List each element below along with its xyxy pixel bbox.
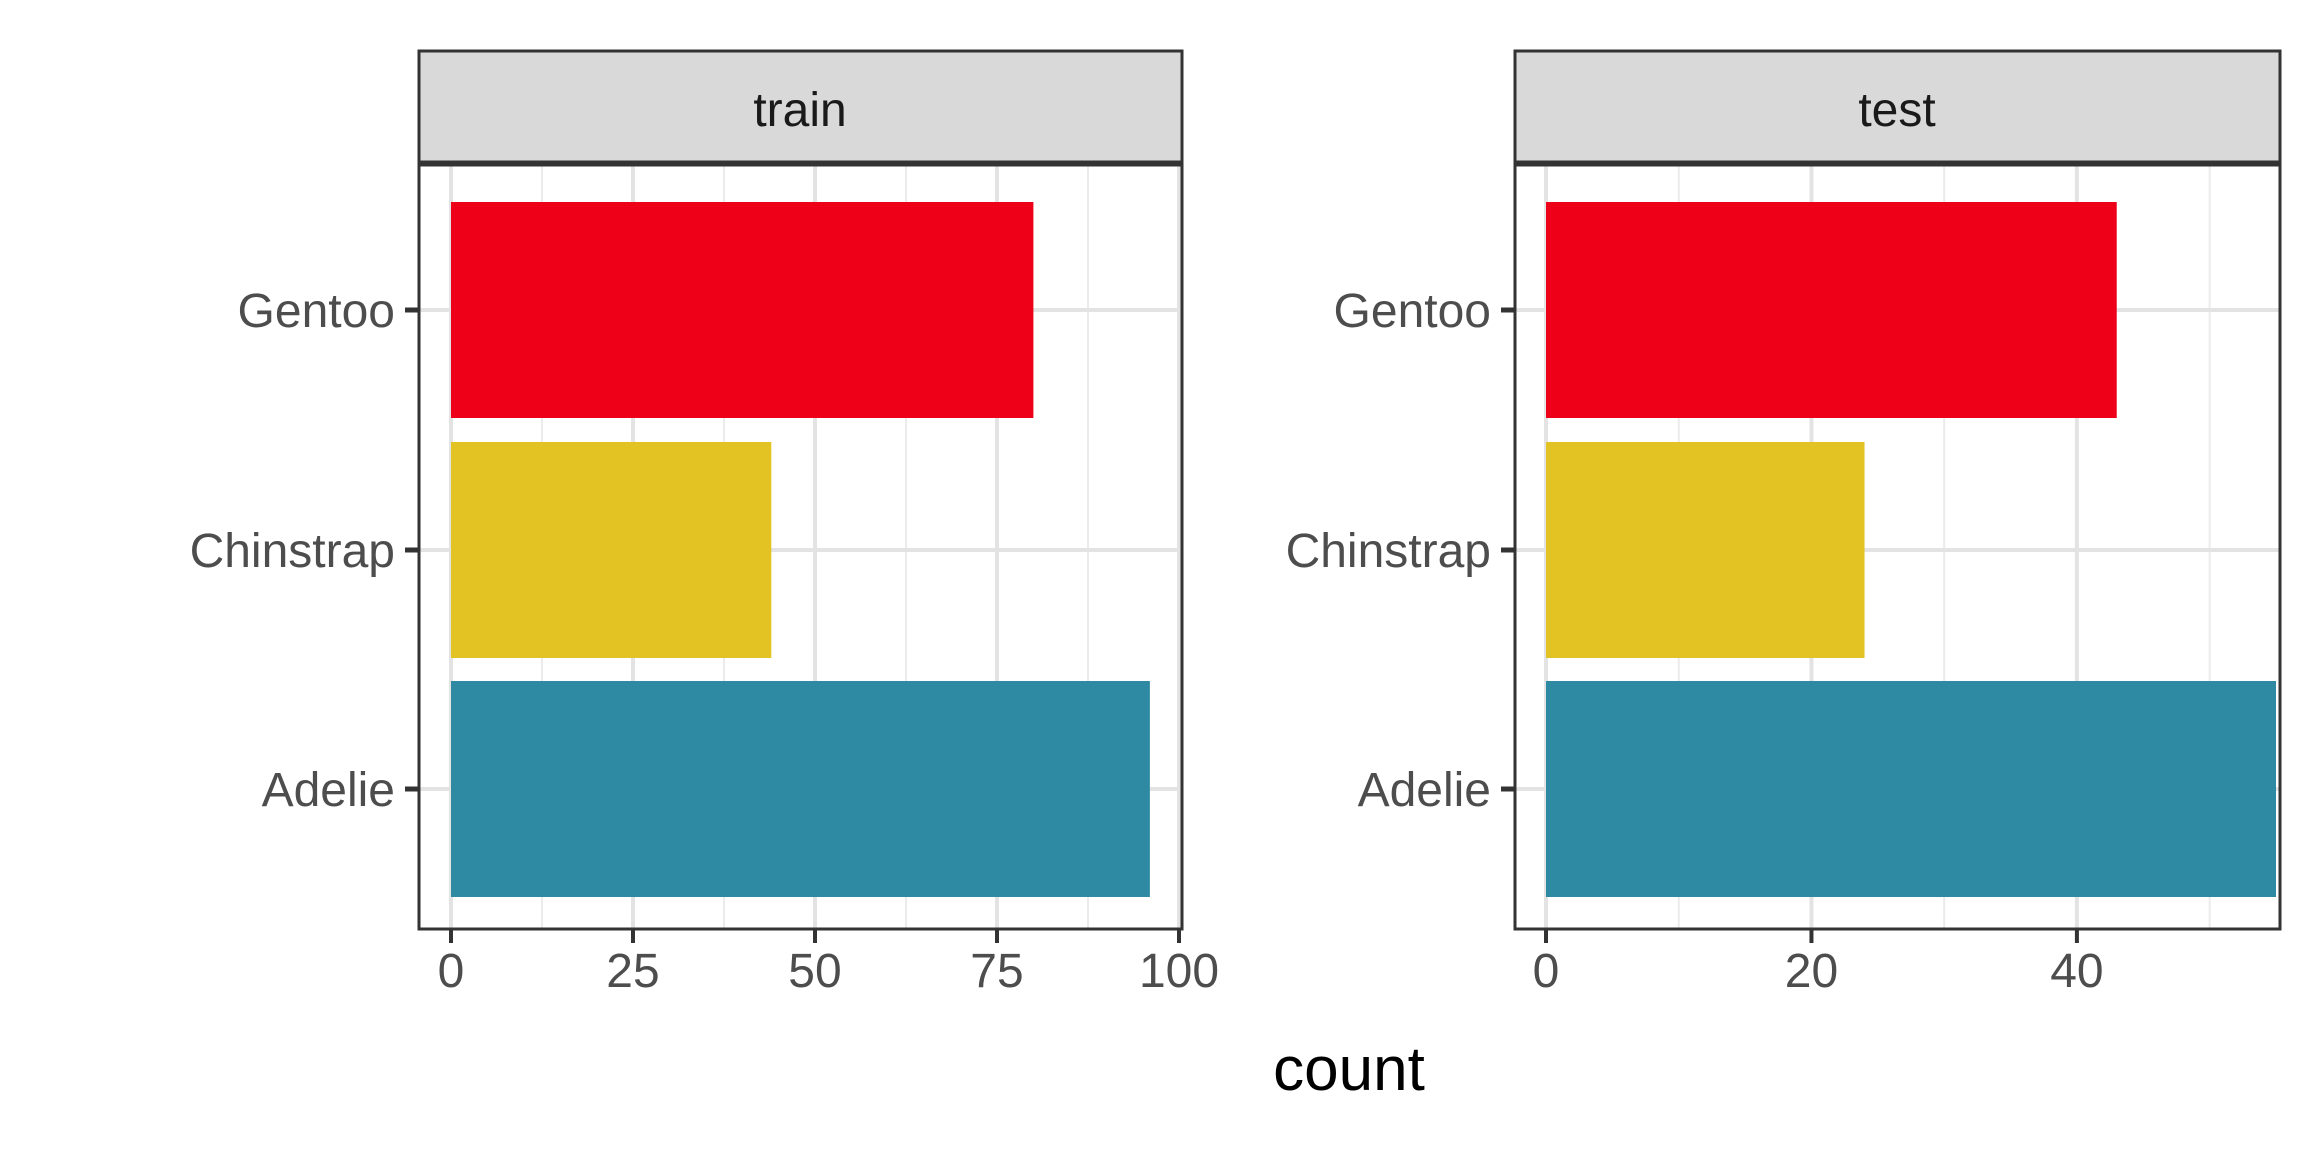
- panel-border: [417, 163, 1184, 931]
- bar-gentoo: [451, 202, 1034, 418]
- facet-strip-train: [417, 49, 1184, 164]
- x-tick-label: 20: [1785, 945, 1838, 998]
- bar-chinstrap: [1546, 442, 1865, 658]
- panel-train: Adelie Chinstrap Gentoo 0 25 50 75 100: [190, 163, 1219, 998]
- x-tick-label: 25: [606, 945, 659, 998]
- x-tick-label: 100: [1139, 945, 1219, 998]
- y-tick-label: Gentoo: [1334, 285, 1491, 338]
- x-tick-label: 0: [438, 945, 465, 998]
- facet-strip-label-train: train: [753, 84, 846, 137]
- y-tick-label: Adelie: [262, 764, 395, 817]
- x-tick-label: 40: [2050, 945, 2103, 998]
- y-tick-label: Gentoo: [238, 285, 395, 338]
- panel-test: Adelie Chinstrap Gentoo 0 20 40: [1286, 163, 2282, 998]
- bar-chinstrap: [451, 442, 772, 658]
- x-tick-label: 50: [788, 945, 841, 998]
- facet-strip-label-test: test: [1858, 84, 1935, 137]
- x-tick-label: 0: [1533, 945, 1560, 998]
- y-tick-label: Chinstrap: [1286, 525, 1491, 578]
- facet-train: train Adelie Chinstrap Gentoo 0 25 50 75 100: [190, 49, 1219, 998]
- bar-gentoo: [1546, 202, 2117, 418]
- y-tick-label: Adelie: [1358, 764, 1491, 817]
- panel-border: [1513, 163, 2282, 931]
- facet-test: test Adelie Chinstrap Gentoo 0 20 40: [1286, 49, 2282, 998]
- x-axis-title: count: [1273, 1035, 1425, 1104]
- bar-adelie: [451, 681, 1150, 897]
- y-tick-label: Chinstrap: [190, 525, 395, 578]
- facet-strip-test: [1513, 49, 2282, 164]
- x-tick-label: 75: [970, 945, 1023, 998]
- bar-adelie: [1546, 681, 2276, 897]
